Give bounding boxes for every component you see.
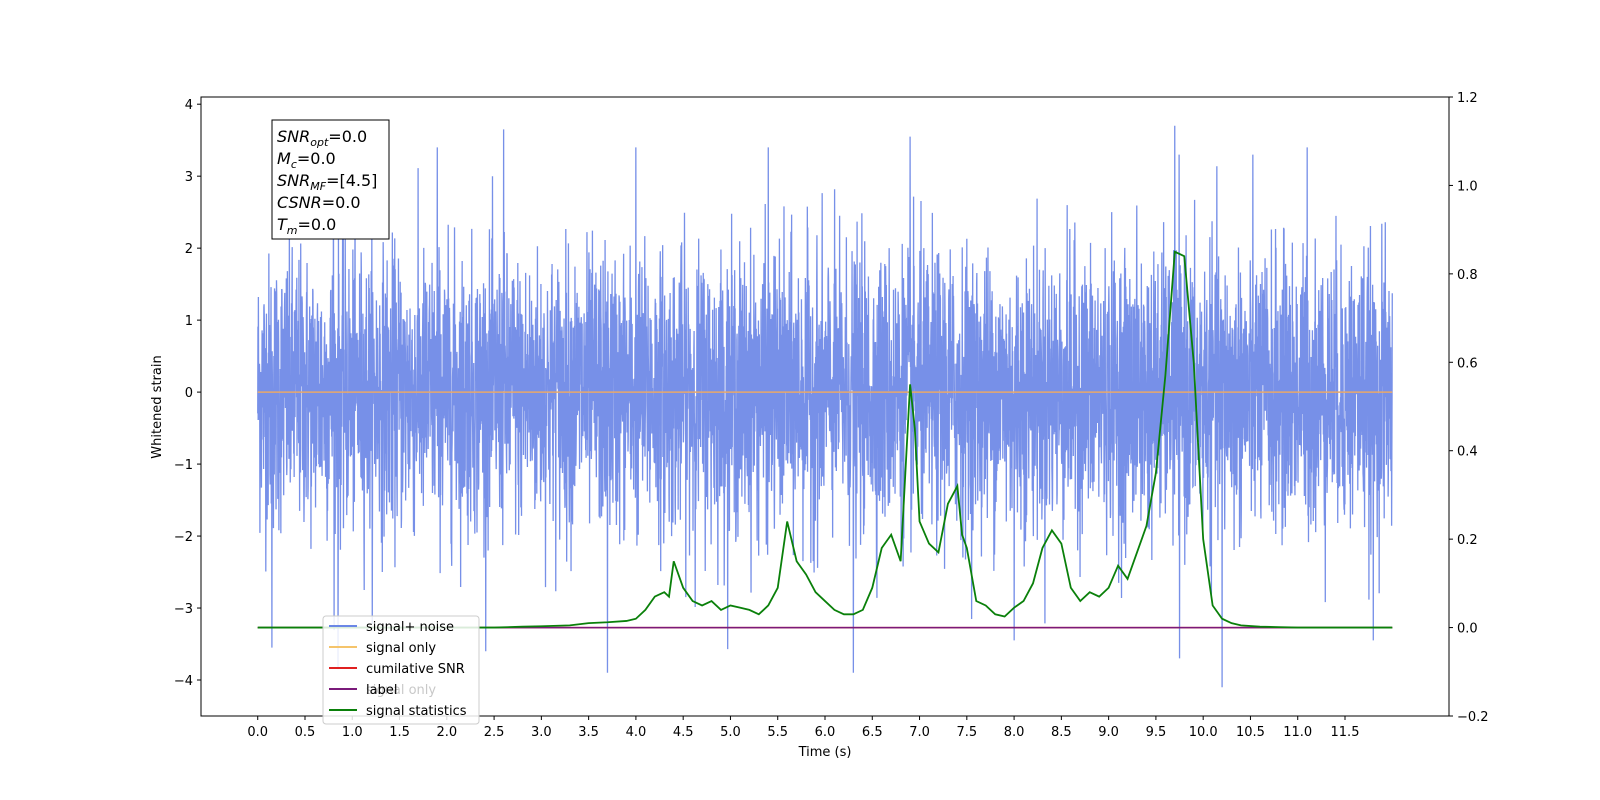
- y-tick-label: −3: [174, 602, 193, 617]
- legend: signal only signal+ noise signal only cumil…: [322, 615, 480, 725]
- info-box-line: SNRMF=[4.5]: [277, 171, 377, 193]
- legend-items: signal only signal+ noise signal only cumil…: [329, 620, 467, 719]
- info-box-line: SNRopt=0.0: [277, 127, 367, 149]
- legend-label: signal+ noise: [366, 620, 454, 635]
- y-axis-ticks: −4 −3 −2 −1 0 1 2 3 4: [174, 98, 201, 689]
- series-signal-noise: [257, 125, 1393, 688]
- x-tick-label: 9.5: [1146, 725, 1167, 740]
- legend-ghost-text: signal only: [366, 683, 436, 698]
- y-tick-label: 3: [185, 170, 193, 185]
- x-tick-label: 9.0: [1098, 725, 1119, 740]
- y2-axis-ticks: −0.2 0.0 0.2 0.4 0.6 0.8 1.0 1.2: [1449, 91, 1489, 725]
- x-tick-label: 6.5: [862, 725, 883, 740]
- y-tick-label: 4: [185, 98, 193, 113]
- x-tick-label: 3.0: [531, 725, 552, 740]
- y-tick-label: 1: [185, 314, 193, 329]
- info-box-frame: [271, 119, 390, 240]
- x-tick-label: 1.0: [342, 725, 363, 740]
- y-tick-label: −1: [174, 458, 193, 473]
- x-axis-label: Time (s): [798, 745, 852, 760]
- x-tick-label: 4.0: [626, 725, 647, 740]
- x-tick-label: 0.0: [247, 725, 268, 740]
- y2-tick-label: 1.0: [1457, 179, 1478, 194]
- y2-tick-label: 1.2: [1457, 91, 1478, 106]
- x-axis-ticks: 0.0 0.5 1.0 1.5 2.0 2.5 3.0 3.5 4.0 4.5 5.0 5.5 6.0 6…: [247, 716, 1359, 740]
- legend-label: cumilative SNR: [366, 662, 465, 677]
- y-axis-label: Whitened strain: [150, 355, 165, 458]
- y-tick-label: 2: [185, 242, 193, 257]
- x-tick-label: 5.5: [767, 725, 788, 740]
- x-tick-label: 0.5: [295, 725, 316, 740]
- y2-tick-label: −0.2: [1457, 710, 1489, 725]
- y2-tick-label: 0.0: [1457, 622, 1478, 637]
- x-tick-label: 3.5: [578, 725, 599, 740]
- y2-tick-label: 0.6: [1457, 356, 1478, 371]
- x-tick-label: 7.0: [909, 725, 930, 740]
- y-tick-label: −2: [174, 530, 193, 545]
- info-box-line: CSNR=0.0: [277, 193, 361, 212]
- legend-label: label: [366, 683, 397, 698]
- y2-tick-label: 0.8: [1457, 268, 1478, 283]
- x-tick-label: 6.0: [815, 725, 836, 740]
- x-tick-label: 5.0: [720, 725, 741, 740]
- x-tick-label: 8.0: [1004, 725, 1025, 740]
- series-signal-statistics: [257, 250, 1393, 629]
- legend-frame: [322, 615, 480, 725]
- y-tick-label: −4: [174, 674, 193, 689]
- x-tick-label: 8.5: [1051, 725, 1072, 740]
- info-box-line: Tm=0.0: [277, 215, 336, 237]
- x-tick-label: 1.5: [389, 725, 410, 740]
- x-tick-label: 10.5: [1236, 725, 1265, 740]
- y2-tick-label: 0.4: [1457, 445, 1478, 460]
- x-tick-label: 11.0: [1283, 725, 1312, 740]
- x-tick-label: 7.5: [956, 725, 977, 740]
- legend-label: signal only: [366, 641, 436, 656]
- x-tick-label: 11.5: [1331, 725, 1360, 740]
- x-tick-label: 4.5: [673, 725, 694, 740]
- legend-label: signal statistics: [366, 704, 467, 719]
- x-tick-label: 2.5: [484, 725, 505, 740]
- y2-tick-label: 0.2: [1457, 533, 1478, 548]
- x-tick-label: 2.0: [436, 725, 457, 740]
- info-box-line: Mc=0.0: [277, 149, 336, 171]
- y-tick-label: 0: [185, 386, 193, 401]
- x-tick-label: 10.0: [1189, 725, 1218, 740]
